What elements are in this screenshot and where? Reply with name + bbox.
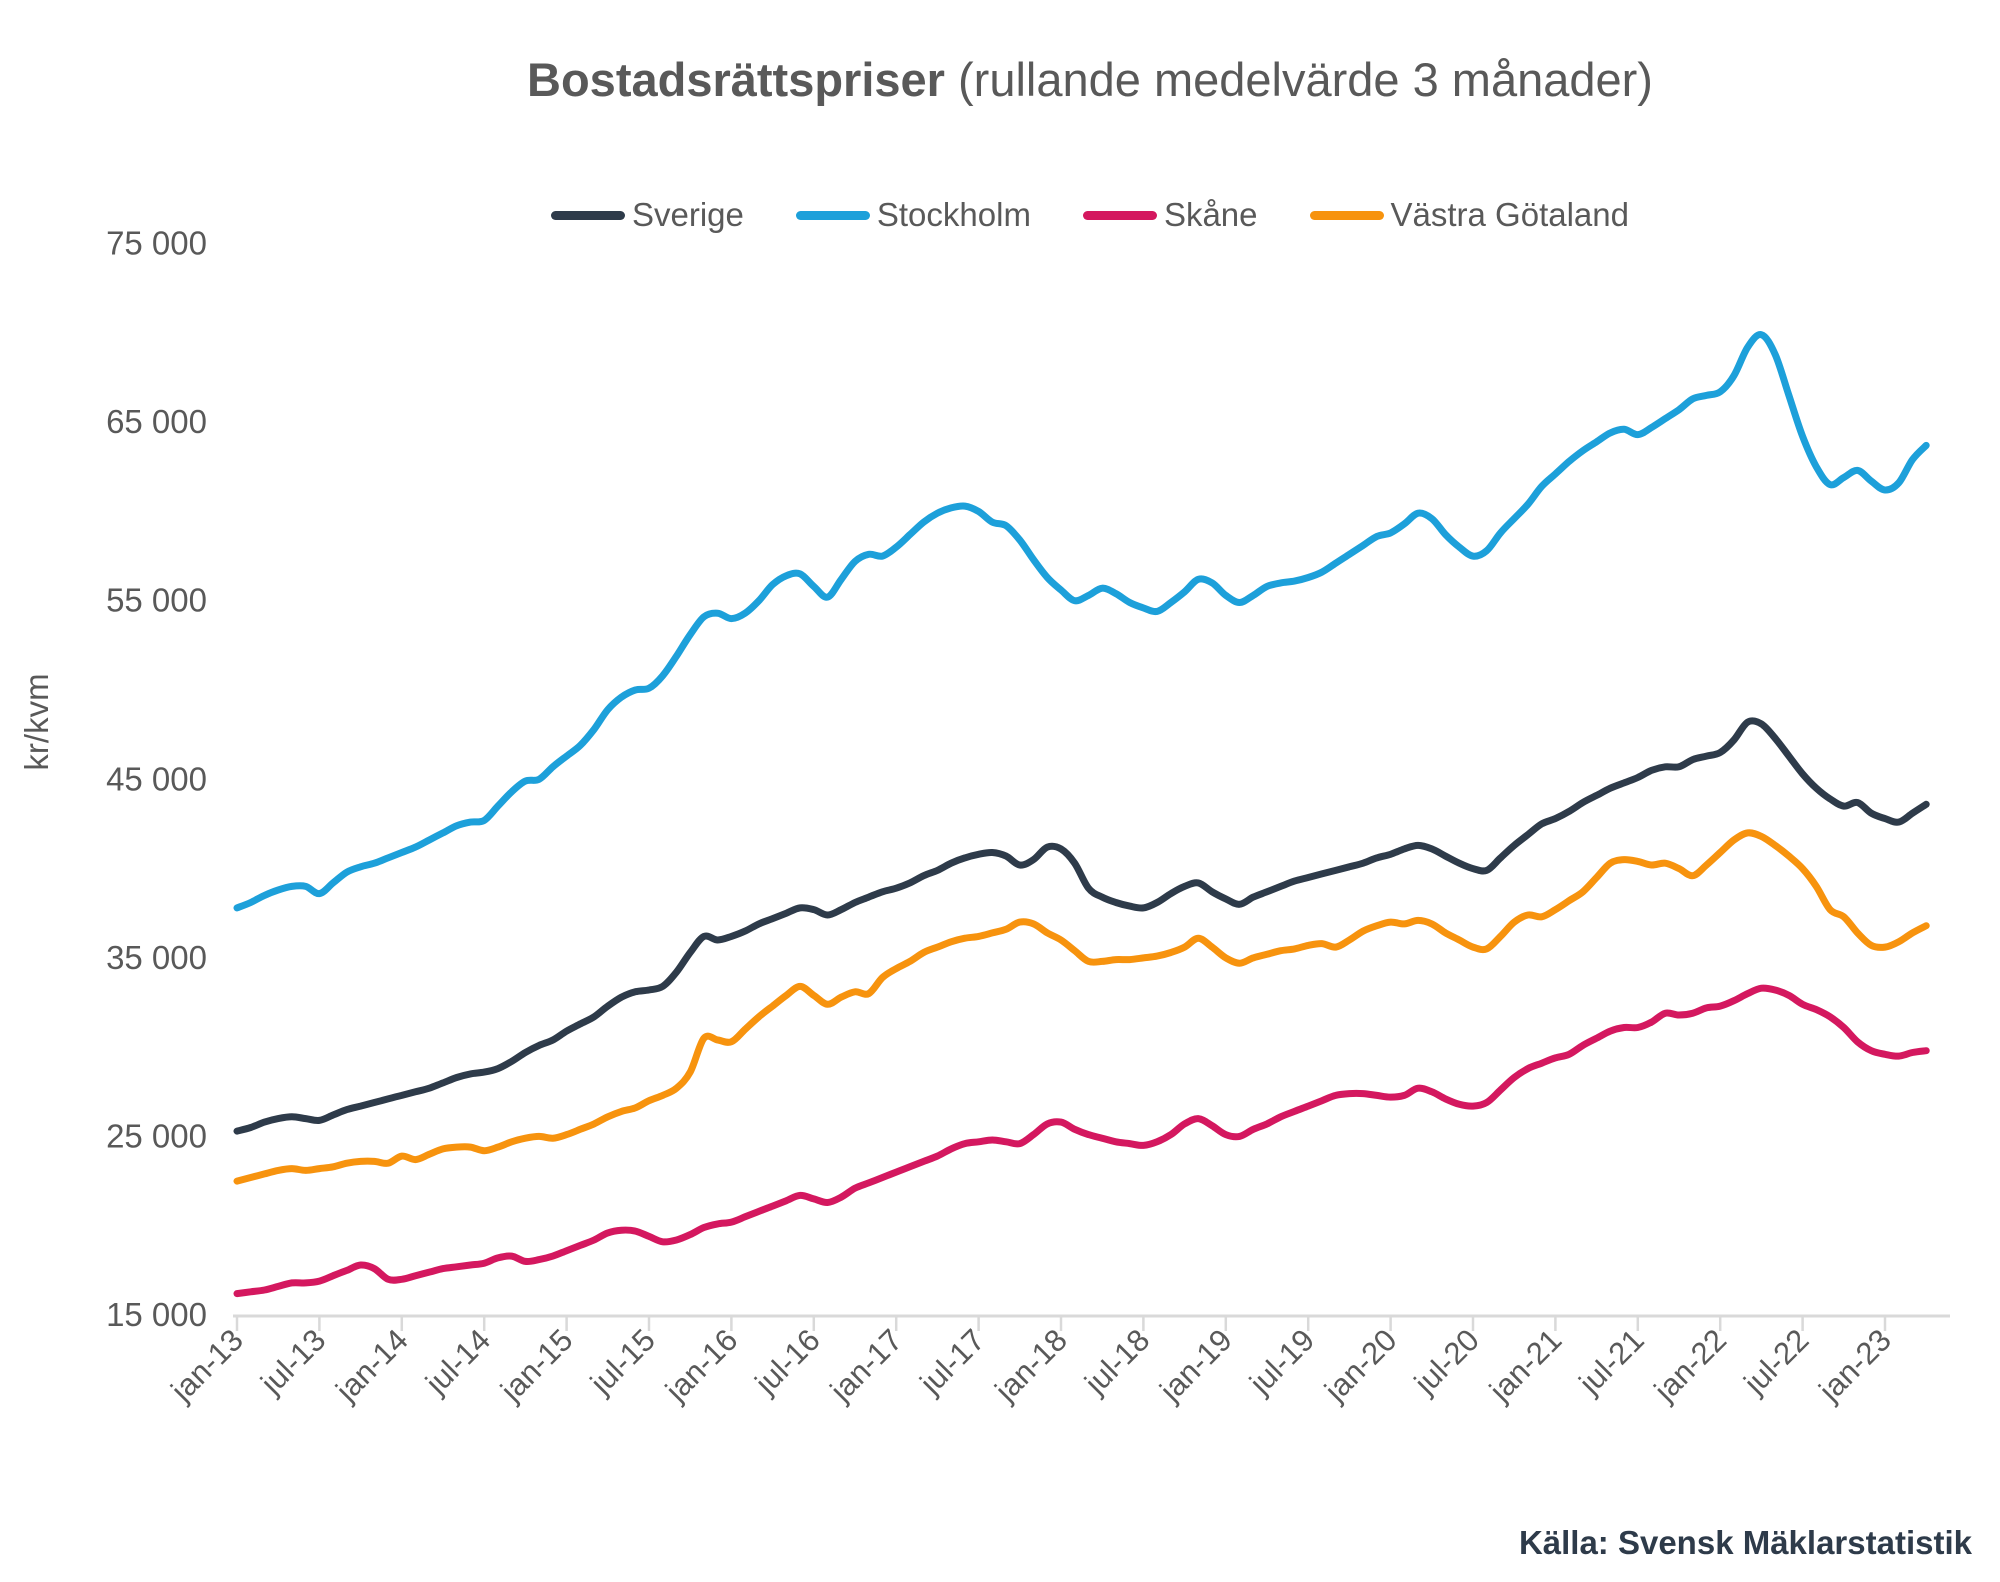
x-axis-tick-label: jan-15 bbox=[493, 1322, 579, 1408]
y-axis-unit-label: kr/kvm bbox=[18, 673, 55, 770]
x-axis-tick-label: jan-18 bbox=[988, 1322, 1074, 1408]
y-axis-tick-label: 15 000 bbox=[106, 1296, 207, 1333]
x-axis-tick-label: jul-20 bbox=[1407, 1322, 1486, 1401]
legend-swatch-icon bbox=[1309, 210, 1384, 220]
x-axis-tick-label: jul-13 bbox=[253, 1322, 332, 1401]
x-axis-tick-label: jul-14 bbox=[418, 1322, 497, 1401]
y-axis-tick-label: 55 000 bbox=[106, 582, 207, 619]
legend-label: Stockholm bbox=[876, 196, 1031, 233]
x-axis-tick-label: jul-22 bbox=[1736, 1322, 1815, 1401]
x-axis-tick-label: jul-16 bbox=[748, 1322, 827, 1401]
x-axis-tick-label: jul-19 bbox=[1242, 1322, 1321, 1401]
series-line-sk-ne bbox=[233, 984, 1930, 1298]
y-axis-tick-label: 35 000 bbox=[106, 939, 207, 976]
x-axis-tick-label: jul-18 bbox=[1077, 1322, 1156, 1401]
x-axis-tick-label: jan-13 bbox=[164, 1322, 250, 1408]
chart-title-subtitle: (rullande medelvärde 3 månader) bbox=[944, 53, 1653, 106]
series-line-stockholm bbox=[233, 331, 1930, 912]
legend-label: Sverige bbox=[631, 196, 744, 233]
series-line-v-stra-g-taland bbox=[233, 829, 1930, 1185]
x-axis-tick-label: jul-17 bbox=[912, 1322, 991, 1401]
chart-title-main: Bostadsrättspriser bbox=[527, 53, 945, 106]
x-axis-tick-label: jul-15 bbox=[583, 1322, 662, 1401]
legend-swatch-icon bbox=[550, 210, 625, 220]
x-axis-tick-label: jan-16 bbox=[658, 1322, 744, 1408]
x-axis-tick-label: jan-14 bbox=[328, 1322, 414, 1408]
y-axis-tick-label: 75 000 bbox=[106, 225, 207, 262]
x-axis-tick-label: jan-17 bbox=[823, 1322, 909, 1408]
legend-swatch-icon bbox=[795, 210, 870, 220]
x-axis-tick-label: jan-23 bbox=[1812, 1322, 1898, 1408]
legend-item-sk-ne: Skåne bbox=[1082, 196, 1258, 234]
x-axis-tick-label: jan-19 bbox=[1152, 1322, 1238, 1408]
legend-item-sverige: Sverige bbox=[550, 196, 744, 234]
y-axis-tick-label: 65 000 bbox=[106, 403, 207, 440]
legend-label: Skåne bbox=[1163, 196, 1258, 233]
x-axis-tick-label: jul-21 bbox=[1572, 1322, 1651, 1401]
x-axis-tick-label: jan-20 bbox=[1317, 1322, 1403, 1408]
x-axis-tick-label: jan-21 bbox=[1482, 1322, 1568, 1408]
y-axis-tick-label: 25 000 bbox=[106, 1117, 207, 1154]
legend-label: Västra Götaland bbox=[1390, 196, 1629, 233]
legend-item-stockholm: Stockholm bbox=[795, 196, 1031, 234]
legend-swatch-icon bbox=[1082, 210, 1157, 220]
legend-item-v-stra-g-taland: Västra Götaland bbox=[1309, 196, 1629, 234]
series-line-sverige bbox=[233, 717, 1930, 1135]
source-note: Källa: Svensk Mäklarstatistik bbox=[1518, 1524, 1972, 1561]
y-axis-tick-label: 45 000 bbox=[106, 760, 207, 797]
chart-legend: Sverige Stockholm Skåne Västra Götaland bbox=[180, 196, 2000, 234]
chart-title: Bostadsrättspriser (rullande medelvärde … bbox=[180, 52, 2000, 107]
x-axis-tick-label: jan-22 bbox=[1647, 1322, 1733, 1408]
